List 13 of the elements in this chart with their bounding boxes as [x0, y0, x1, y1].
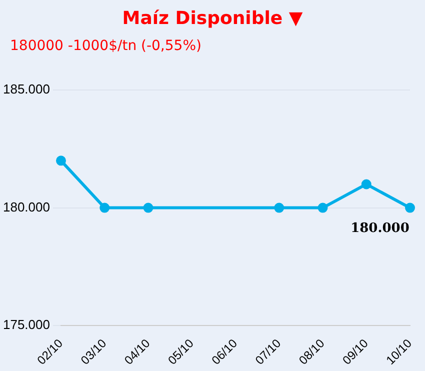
chart-subtitle: 180000 -1000$/tn (-0,55%) — [10, 38, 202, 54]
point — [274, 202, 284, 213]
point — [405, 202, 415, 213]
y-tick-label: 180.000 — [2, 199, 50, 214]
point — [318, 202, 328, 213]
point — [56, 156, 66, 166]
annotation: 180.000 — [350, 220, 410, 236]
y-tick-label: 175.000 — [2, 317, 50, 332]
point — [143, 202, 154, 213]
point — [100, 202, 110, 213]
y-tick-label: 185.000 — [2, 82, 50, 97]
chart-title: Maíz Disponible ▼ — [121, 8, 304, 29]
point — [361, 179, 372, 190]
